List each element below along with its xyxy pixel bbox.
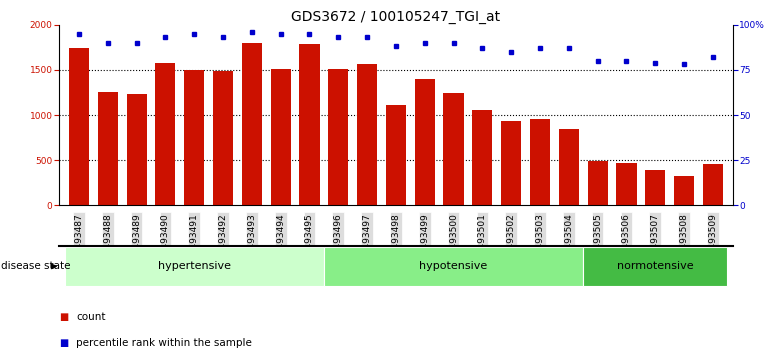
FancyBboxPatch shape	[324, 247, 583, 286]
Text: normotensive: normotensive	[617, 261, 694, 272]
Bar	[299, 44, 320, 205]
Title: GDS3672 / 100105247_TGI_at: GDS3672 / 100105247_TGI_at	[292, 10, 500, 24]
Bar	[645, 170, 666, 205]
Bar	[328, 69, 348, 205]
Bar	[616, 163, 637, 205]
Bar	[98, 92, 118, 205]
Bar	[530, 119, 550, 205]
Text: percentile rank within the sample: percentile rank within the sample	[76, 338, 252, 348]
Text: count: count	[76, 312, 106, 322]
Bar	[587, 161, 608, 205]
Bar	[357, 64, 377, 205]
Text: disease state: disease state	[1, 261, 71, 272]
Bar	[559, 130, 579, 205]
Text: hypertensive: hypertensive	[158, 261, 230, 272]
Bar	[674, 176, 694, 205]
Bar	[501, 121, 521, 205]
Bar	[155, 63, 176, 205]
Text: ■: ■	[59, 312, 68, 322]
FancyBboxPatch shape	[583, 247, 728, 286]
Bar	[184, 70, 205, 205]
Bar	[386, 105, 406, 205]
FancyBboxPatch shape	[64, 247, 324, 286]
Bar	[213, 71, 233, 205]
Bar	[270, 69, 291, 205]
Bar	[241, 43, 262, 205]
Bar	[415, 79, 435, 205]
Text: ■: ■	[59, 338, 68, 348]
Bar	[472, 110, 492, 205]
Bar	[444, 93, 463, 205]
Bar	[126, 94, 147, 205]
Bar	[702, 164, 723, 205]
Text: hypotensive: hypotensive	[419, 261, 488, 272]
Bar	[69, 48, 89, 205]
